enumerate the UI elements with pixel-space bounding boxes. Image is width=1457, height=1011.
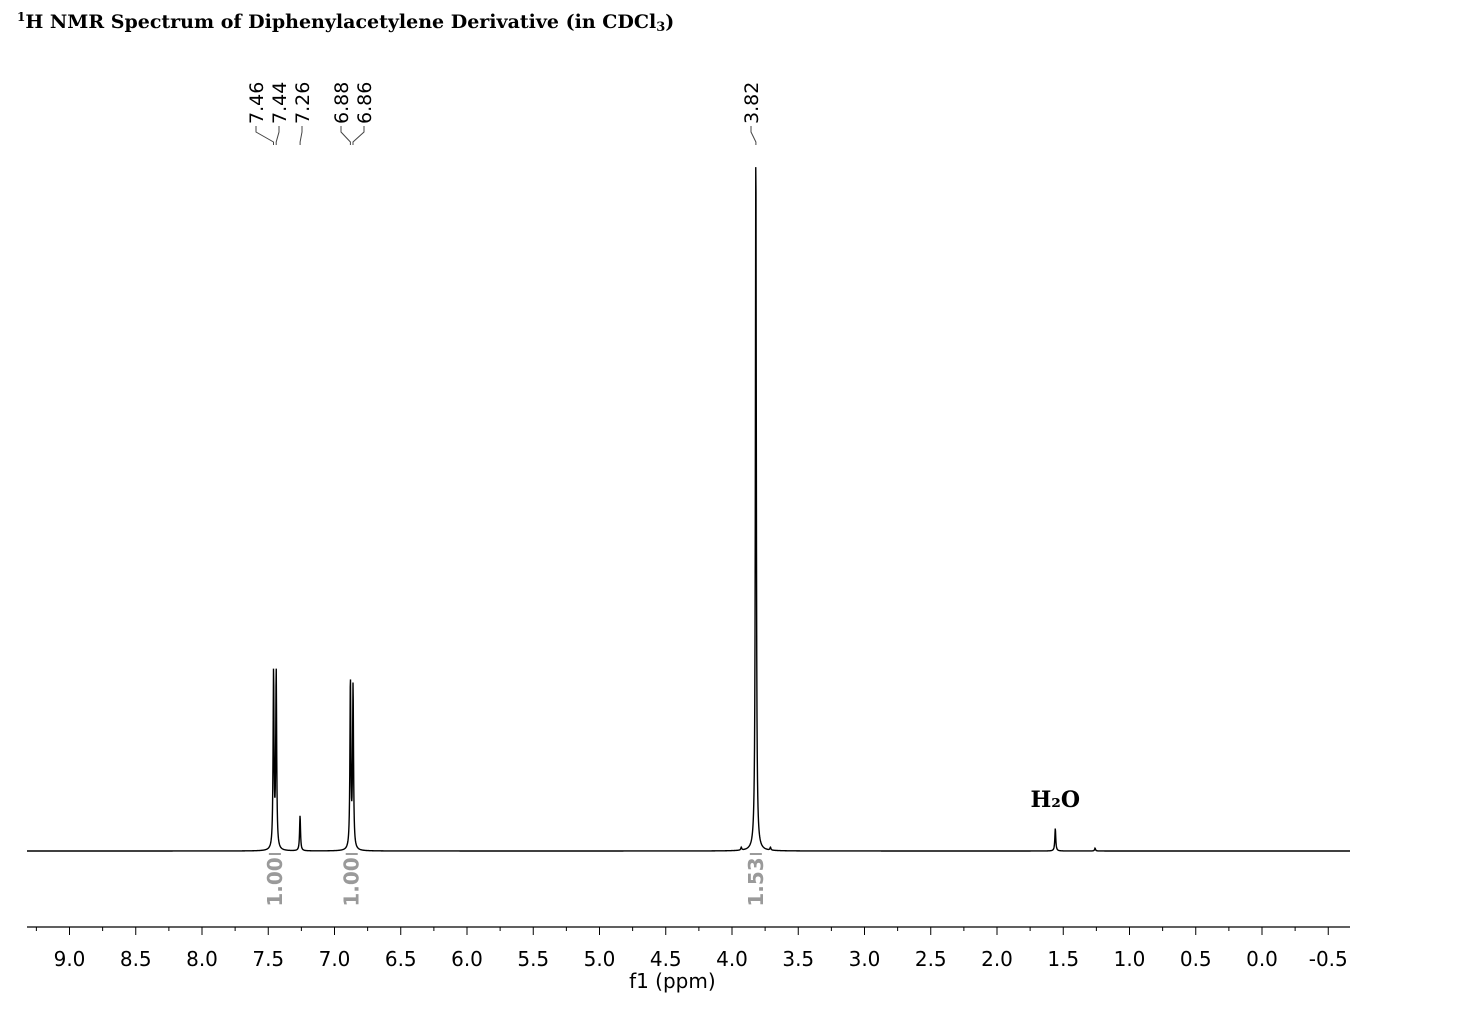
x-axis-label: f1 (ppm) <box>629 969 716 993</box>
integral-value: 1.00 <box>263 857 287 906</box>
x-tick-label: 5.5 <box>517 947 549 971</box>
x-tick-label: 4.0 <box>716 947 748 971</box>
peak-label: 3.82 <box>741 82 763 124</box>
x-tick-label: -0.5 <box>1309 947 1348 971</box>
x-tick-label: 8.0 <box>186 947 218 971</box>
peak-label-leader <box>299 126 303 145</box>
peak-label-leader <box>750 126 757 145</box>
x-tick-label: 6.5 <box>385 947 417 971</box>
integrals: 1.00 1.00 1.53 <box>263 853 768 907</box>
x-tick-label: 7.5 <box>252 947 284 971</box>
x-axis: 9.0 8.5 8.0 7.5 7.0 6.5 6.0 5.5 5.0 4.5 4.0 3.5 3.0 2… <box>27 926 1350 971</box>
x-tick-label: 1.5 <box>1047 947 1079 971</box>
peak-label: 7.26 <box>292 82 314 124</box>
peak-label-leader <box>352 126 365 145</box>
x-tick-label: 4.5 <box>650 947 682 971</box>
integral-value: 1.53 <box>744 857 768 906</box>
peak-labels: 7.46 7.44 7.26 6.88 6.86 3.82 <box>246 82 763 145</box>
chart-title: 1H NMR Spectrum of Diphenylacetylene Der… <box>17 10 675 35</box>
x-tick-label: 0.5 <box>1180 947 1212 971</box>
spectrum-trace <box>27 167 1350 852</box>
x-tick-label: 3.0 <box>849 947 881 971</box>
integral-value: 1.00 <box>340 857 364 906</box>
peak-label: 7.44 <box>269 82 291 124</box>
peak-label: 7.46 <box>246 82 268 124</box>
x-tick-label: 6.0 <box>451 947 483 971</box>
x-tick-label: 1.0 <box>1114 947 1146 971</box>
x-tick-label: 2.0 <box>981 947 1013 971</box>
peak-label: 6.86 <box>354 82 376 124</box>
peak-label-leader <box>255 126 274 145</box>
x-tick-label: 5.0 <box>584 947 616 971</box>
peak-label: 6.88 <box>331 82 353 124</box>
peak-label-leader <box>275 126 280 145</box>
water-peak-annotation: H₂O <box>1031 787 1081 813</box>
x-tick-label: 0.0 <box>1246 947 1278 971</box>
peak-label-leader <box>340 126 351 145</box>
x-tick-label: 2.5 <box>915 947 947 971</box>
x-tick-label: 7.0 <box>319 947 351 971</box>
x-tick-label: 9.0 <box>54 947 86 971</box>
x-tick-label: 3.5 <box>782 947 814 971</box>
annotations: H₂O <box>1031 787 1081 813</box>
x-tick-label: 8.5 <box>120 947 152 971</box>
